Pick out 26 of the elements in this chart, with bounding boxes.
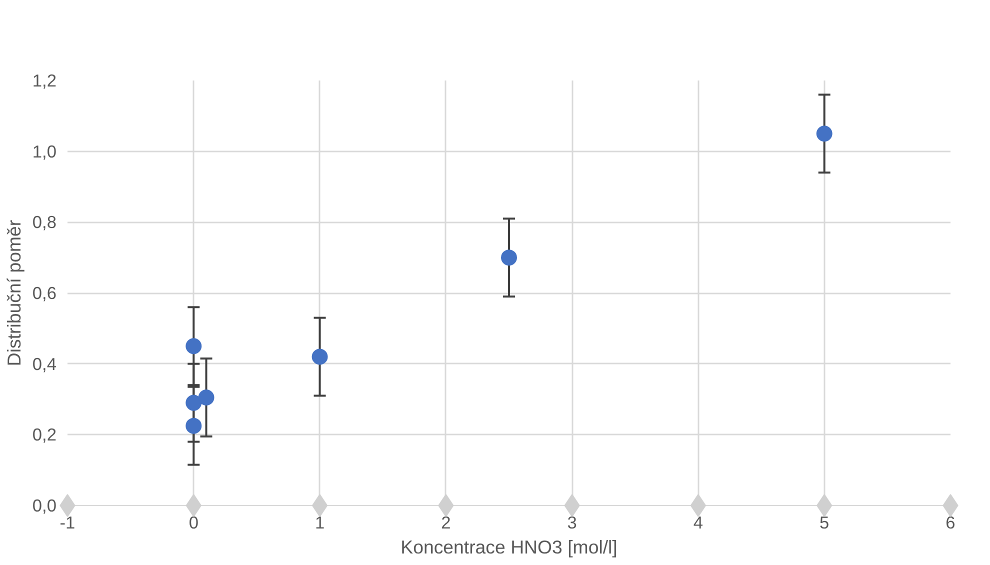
x-axis-title: Koncentrace HNO3 [mol/l] [400,536,618,558]
x-tick-label: 3 [567,512,577,532]
y-axis-title: Distribuční poměr [3,220,24,366]
x-tick-label: 1 [314,512,325,532]
x-tick-label: 6 [946,512,956,532]
y-tick-label: 0,0 [32,496,57,516]
point [312,494,328,517]
x-tick-label: -1 [60,512,76,532]
x-tick-label: 4 [693,512,704,532]
point [186,394,202,411]
point [501,250,517,266]
point [186,418,202,434]
x-tick-label: 5 [820,512,830,532]
y-tick-label: 0,2 [32,424,57,445]
y-tick-label: 1,2 [32,70,57,90]
point [690,494,706,517]
point [186,338,202,354]
y-tick-label: 0,6 [32,283,57,303]
y-tick-label: 0,4 [32,354,57,374]
point [816,126,832,142]
point [312,348,328,365]
y-tick-label: 1,0 [32,141,57,162]
x-tick-label: 2 [441,512,451,532]
y-tick-label: 0,8 [32,212,57,232]
x-tick-label: 0 [188,512,198,532]
point [198,389,214,406]
